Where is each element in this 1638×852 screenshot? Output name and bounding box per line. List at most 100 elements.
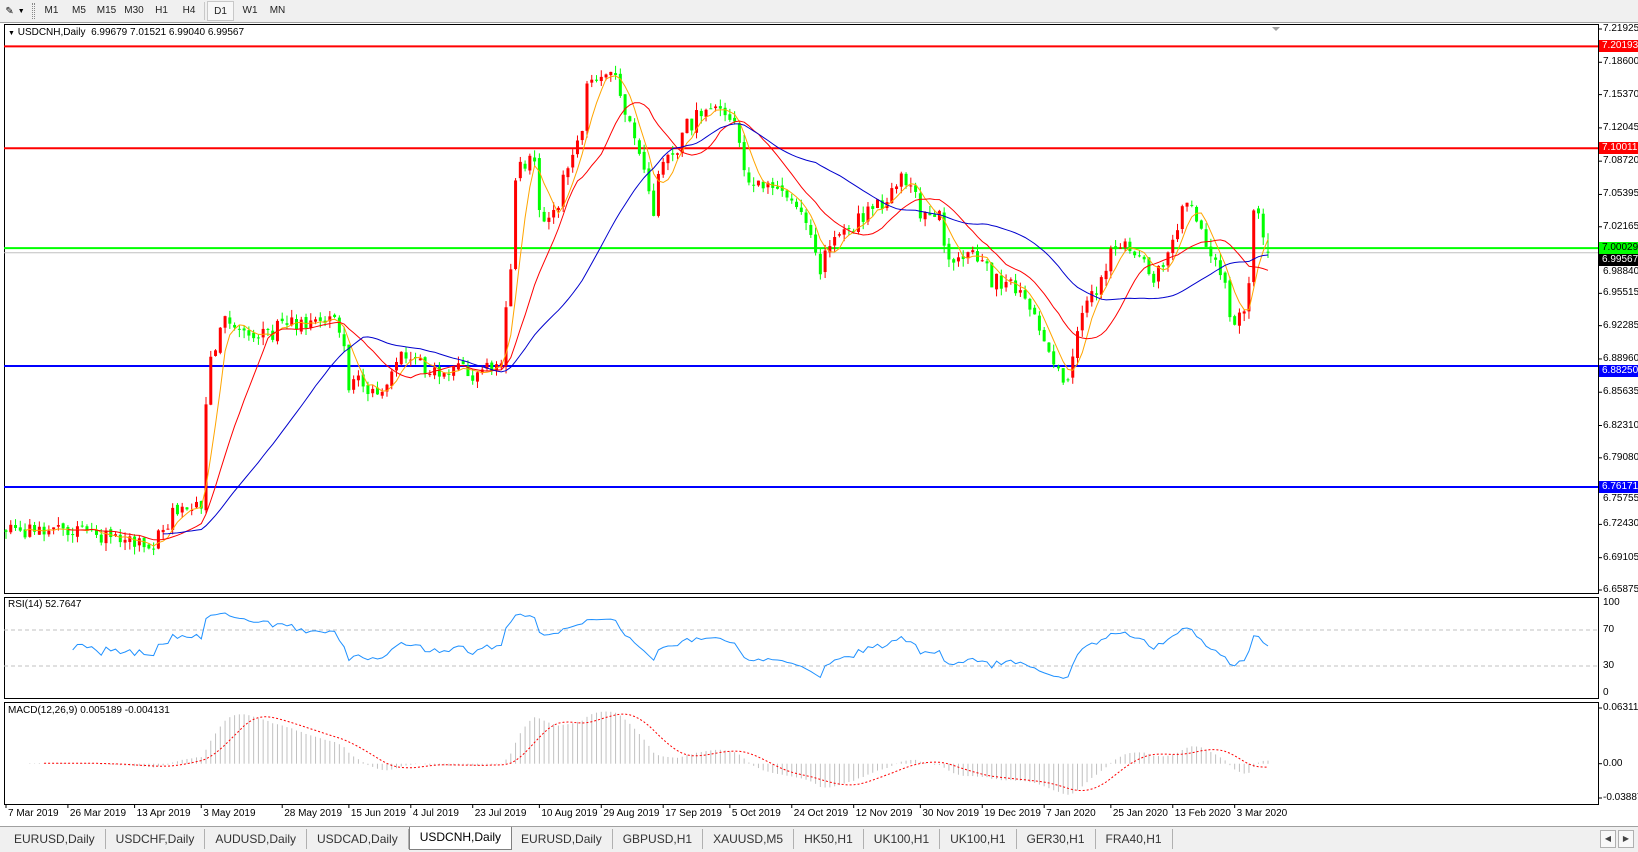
candle-bear [818, 253, 822, 275]
candle-bear [718, 106, 722, 109]
candle-bull [547, 217, 551, 222]
candle-bull [685, 118, 689, 134]
timeframe-h1-button[interactable]: H1 [155, 5, 168, 16]
candle-bear [861, 213, 865, 222]
candle-bull [9, 524, 13, 533]
price-axis-label: 6.85635 [1603, 386, 1638, 398]
timeframe-toolbar: ✎ ▼ M1 M5 M15 M30 H1 H4 D1 W1 MN [0, 0, 1638, 23]
candle-bear [785, 190, 789, 198]
candle-bear [1061, 368, 1065, 383]
rsi-pane [4, 597, 1599, 699]
candle-bear [323, 320, 327, 323]
date-axis-label: 30 Nov 2019 [922, 808, 980, 819]
chart-tab[interactable]: GBPUSD,H1 [613, 829, 704, 849]
candle-bear [1114, 246, 1118, 250]
chart-tab[interactable]: HK50,H1 [794, 829, 864, 849]
chart-canvas[interactable] [0, 23, 1638, 826]
chart-tabs: EURUSD,Daily USDCHF,Daily AUDUSD,Daily USDC… [0, 826, 1638, 852]
timeframe-mn-button[interactable]: MN [269, 5, 286, 16]
candle-bear [18, 527, 22, 531]
candle-bear [809, 224, 813, 235]
candle-bear [256, 337, 260, 339]
line-tools-dropdown[interactable]: ✎ ▼ [0, 0, 30, 22]
candle-bear [690, 118, 694, 131]
timeframe-h4-button[interactable]: H4 [182, 5, 196, 16]
candle-bull [418, 358, 422, 361]
candle-bear [247, 330, 251, 336]
chart-tab[interactable]: UK100,H1 [940, 829, 1017, 849]
candle-bull [1104, 270, 1108, 280]
date-axis-label: 3 May 2019 [203, 808, 256, 819]
candle-bull [390, 371, 394, 386]
candle-bull [833, 237, 837, 246]
candle-bull [137, 538, 141, 546]
candle-bear [294, 318, 298, 330]
timeframe-w1-button[interactable]: W1 [242, 5, 258, 16]
price-axis-label: 6.82310 [1603, 419, 1638, 431]
chart-tab[interactable]: USDCNH,Daily [408, 827, 513, 850]
candle-bear [871, 206, 875, 209]
candle-bull [504, 307, 508, 366]
candle-bear [947, 243, 951, 260]
date-axis-label: 3 Mar 2020 [1236, 808, 1288, 819]
scroll-right-button[interactable]: ▶ [1618, 830, 1634, 848]
candle-bear [1014, 280, 1018, 294]
candle-bear [147, 544, 151, 549]
price-axis-label: 7.02165 [1603, 220, 1638, 232]
candle-bear [1128, 241, 1132, 252]
moving-average-5 [24, 75, 1269, 547]
chart-tab[interactable]: XAUUSD,M5 [703, 829, 795, 849]
candle-bull [314, 319, 318, 322]
candle-bull [571, 154, 575, 168]
candle-bear [880, 200, 884, 209]
chart-tab[interactable]: EURUSD,Daily [511, 829, 613, 849]
candle-bull [75, 526, 79, 537]
candle-bear [852, 230, 856, 232]
candle-bear [904, 173, 908, 186]
candle-bull [1237, 312, 1241, 326]
candle-bear [1209, 246, 1213, 257]
candle-bull [190, 509, 194, 511]
date-axis-label: 28 May 2019 [284, 808, 343, 819]
candle-bull [1109, 248, 1113, 272]
chart-tab[interactable]: USDCAD,Daily [307, 829, 409, 849]
candle-bull [518, 161, 522, 179]
candle-bull [695, 110, 699, 133]
candle-bull [766, 182, 770, 188]
chart-tab[interactable]: FRA40,H1 [1096, 829, 1173, 849]
candle-bull [395, 361, 399, 371]
rsi-scale-label: 30 [1603, 660, 1615, 671]
candle-bear [266, 328, 270, 330]
chart-tab[interactable]: UK100,H1 [864, 829, 941, 849]
timeframe-d1-button[interactable]: D1 [207, 1, 234, 21]
timeframe-m5-button[interactable]: M5 [72, 5, 86, 16]
candle-bull [680, 132, 684, 153]
macd-scale-label: 0.063113 [1603, 702, 1638, 713]
price-axis-label: 7.05395 [1603, 188, 1638, 200]
candle-bull [890, 188, 894, 204]
chart-tab[interactable]: USDCHF,Daily [106, 829, 206, 849]
date-axis-label: 26 Mar 2019 [69, 808, 127, 819]
candle-bull [309, 320, 313, 328]
chart-tab[interactable]: GER30,H1 [1017, 829, 1096, 849]
candle-bull [114, 534, 118, 536]
candle-bull [380, 391, 384, 396]
candle-bear [790, 198, 794, 201]
chart-tab[interactable]: AUDUSD,Daily [205, 829, 308, 849]
candle-bull [666, 154, 670, 164]
price-axis-label: 6.95515 [1603, 287, 1638, 299]
price-level-tag: 7.00029 [1599, 242, 1638, 255]
date-axis-label: 29 Aug 2019 [603, 808, 660, 819]
chart-tab[interactable]: EURUSD,Daily [4, 829, 106, 849]
toolbar-grip[interactable] [32, 3, 35, 19]
candle-bull [1180, 206, 1184, 230]
timeframe-m1-button[interactable]: M1 [44, 5, 59, 16]
candle-bear [1256, 208, 1260, 214]
candle-bull [599, 76, 603, 82]
scroll-left-button[interactable]: ◀ [1600, 830, 1616, 848]
candle-bull [875, 199, 879, 208]
timeframe-m15-button[interactable]: M15 [96, 5, 117, 16]
timeframe-m30-button[interactable]: M30 [124, 5, 144, 16]
symbol-menu-icon[interactable]: ▼ [8, 30, 15, 37]
candle-bear [490, 362, 494, 371]
